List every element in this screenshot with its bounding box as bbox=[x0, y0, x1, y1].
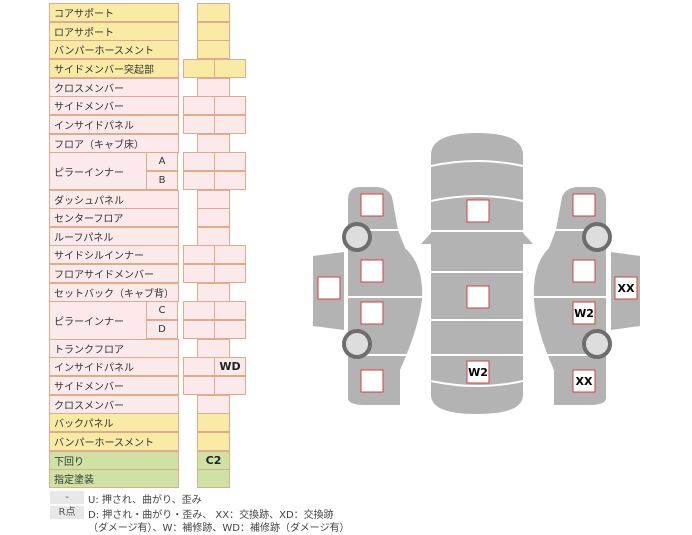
mark-box-roof[interactable] bbox=[466, 285, 490, 309]
damage-cell[interactable] bbox=[197, 413, 230, 433]
damage-cell[interactable] bbox=[197, 133, 230, 153]
row-label: インサイドパネル bbox=[49, 357, 179, 377]
row-label: 下回り bbox=[49, 450, 179, 470]
mark-box-left-rear-door[interactable] bbox=[360, 301, 384, 325]
left-front-wheel-icon bbox=[342, 222, 372, 252]
row-label: フロア（キャブ床） bbox=[49, 133, 179, 153]
mark-box-hood[interactable] bbox=[466, 199, 490, 223]
row-label: サイドシルインナー bbox=[49, 245, 179, 265]
mark-label: W2 bbox=[468, 366, 488, 379]
row-label: バックパネル bbox=[49, 413, 179, 433]
damage-cell[interactable] bbox=[197, 21, 230, 41]
row-label: クロスメンバー bbox=[49, 394, 179, 414]
right-front-wheel-icon bbox=[582, 222, 612, 252]
row-label: コアサポート bbox=[49, 3, 179, 22]
legend-text: D: 押され・曲がり・歪み、 XX：交換跡、XD：交換跡 bbox=[88, 510, 334, 521]
damage-cell[interactable] bbox=[197, 338, 230, 358]
row-label: インサイドパネル bbox=[49, 114, 179, 134]
mark-label: W2 bbox=[574, 307, 594, 320]
damage-cell[interactable] bbox=[214, 170, 246, 190]
row-label: ルーフパネル bbox=[49, 226, 179, 246]
row-label: 指定塗装 bbox=[49, 469, 179, 489]
damage-cell[interactable] bbox=[214, 264, 246, 284]
car-center-body bbox=[421, 133, 533, 414]
row-label: ピラーインナー bbox=[49, 152, 147, 191]
mark-label: XX bbox=[618, 282, 635, 295]
damage-cell[interactable]: WD bbox=[214, 357, 246, 377]
mark-box-right-rear-door[interactable] bbox=[572, 301, 596, 325]
damage-cell[interactable] bbox=[197, 282, 230, 302]
damage-cell[interactable] bbox=[197, 431, 230, 451]
damage-cell[interactable] bbox=[214, 301, 246, 321]
row-label: サイドメンバー突起部 bbox=[49, 58, 179, 78]
right-rear-wheel-icon bbox=[582, 329, 612, 359]
mark-box-right-front[interactable] bbox=[572, 193, 596, 217]
mark-box-right-front-door[interactable] bbox=[572, 259, 596, 283]
damage-cell[interactable] bbox=[197, 40, 230, 60]
row-label: ダッシュパネル bbox=[49, 189, 179, 209]
damage-cell[interactable] bbox=[214, 245, 246, 265]
damage-cell[interactable] bbox=[197, 77, 230, 97]
mark-box-left-front[interactable] bbox=[360, 193, 384, 217]
mark-box-right-mirror[interactable] bbox=[614, 276, 638, 300]
row-label: バンパーホースメント bbox=[49, 431, 179, 451]
row-sublabel: B bbox=[146, 170, 178, 190]
mark-box-trunk[interactable] bbox=[466, 360, 490, 384]
row-sublabel: D bbox=[146, 320, 178, 340]
mark-box-left-rear[interactable] bbox=[360, 369, 384, 393]
row-label: バンパーホースメント bbox=[49, 40, 179, 60]
damage-cell[interactable] bbox=[197, 394, 230, 414]
row-label: トランクフロア bbox=[49, 338, 179, 358]
damage-cell[interactable] bbox=[214, 152, 246, 172]
damage-cell[interactable] bbox=[197, 226, 230, 246]
mark-box-right-rear[interactable] bbox=[572, 369, 596, 393]
row-label: ロアサポート bbox=[49, 21, 179, 41]
row-label: センターフロア bbox=[49, 208, 179, 228]
row-label: サイドメンバー bbox=[49, 96, 179, 116]
mark-box-left-mirror[interactable] bbox=[317, 276, 341, 300]
damage-cell[interactable] bbox=[197, 208, 230, 228]
damage-cell[interactable] bbox=[197, 3, 230, 22]
damage-cell[interactable] bbox=[197, 469, 230, 489]
legend-text: （ダメージ有）、W：補修跡、WD：補修跡（ダメージ有） bbox=[88, 523, 350, 534]
damage-cell[interactable] bbox=[214, 114, 246, 134]
mark-label: XX bbox=[576, 375, 593, 388]
row-label: フロアサイドメンバー bbox=[49, 264, 179, 284]
damage-cell[interactable] bbox=[214, 96, 246, 116]
left-rear-wheel-icon bbox=[342, 329, 372, 359]
damage-cell[interactable] bbox=[214, 320, 246, 340]
row-label: サイドメンバー bbox=[49, 376, 179, 395]
row-label: クロスメンバー bbox=[49, 77, 179, 97]
damage-cell[interactable] bbox=[214, 58, 246, 78]
mark-box-left-front-door[interactable] bbox=[360, 259, 384, 283]
row-sublabel: A bbox=[146, 152, 178, 172]
legend-text: U: 押され、曲がり、歪み bbox=[88, 495, 202, 506]
damage-cell[interactable] bbox=[197, 189, 230, 209]
legend-key: - bbox=[50, 491, 84, 504]
damage-cell[interactable]: C2 bbox=[197, 450, 230, 470]
row-label: ピラーインナー bbox=[49, 301, 147, 340]
row-sublabel: C bbox=[146, 301, 178, 321]
damage-cell[interactable] bbox=[214, 376, 246, 395]
legend-key: R点 bbox=[50, 506, 84, 519]
row-label: セットバック（キャブ背） bbox=[49, 282, 179, 302]
